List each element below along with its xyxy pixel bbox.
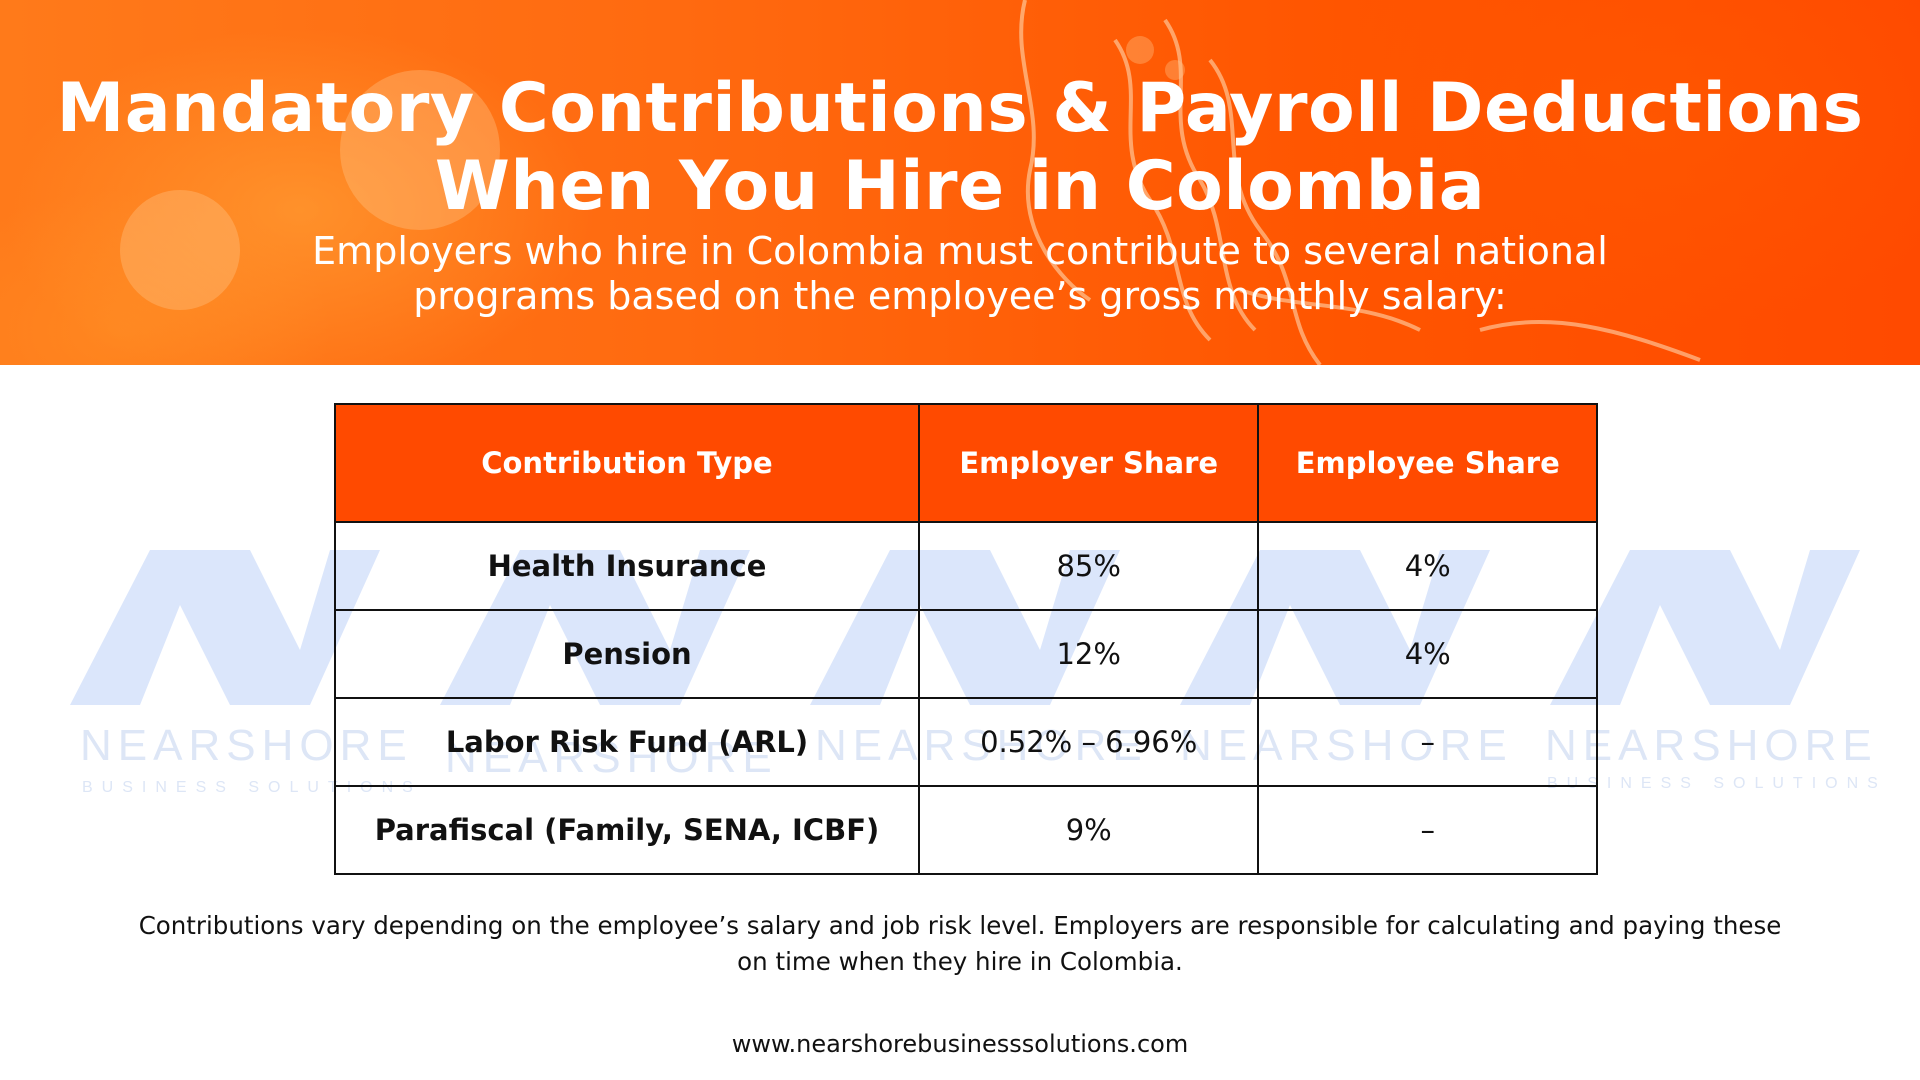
footer-note: Contributions vary depending on the empl… — [100, 908, 1820, 980]
footer-note-line-2: on time when they hire in Colombia. — [737, 947, 1183, 976]
footer-note-line-1: Contributions vary depending on the empl… — [138, 911, 1782, 940]
subtitle-line-1: Employers who hire in Colombia must cont… — [312, 229, 1608, 273]
contribution-type-cell: Parafiscal (Family, SENA, ICBF) — [334, 785, 920, 875]
title-line-2: When You Hire in Colombia — [434, 147, 1486, 226]
banner-decoration — [120, 0, 1701, 365]
contribution-type-cell: Labor Risk Fund (ARL) — [334, 697, 920, 787]
employee-share-cell: 4% — [1257, 521, 1598, 611]
page-subtitle: Employers who hire in Colombia must cont… — [260, 229, 1660, 319]
employer-share-cell: 85% — [917, 521, 1260, 611]
title-line-1: Mandatory Contributions & Payroll Deduct… — [56, 69, 1864, 148]
employee-share-cell: – — [1257, 697, 1598, 787]
header-banner: Mandatory Contributions & Payroll Deduct… — [0, 0, 1920, 365]
watermark-logo-mark-5 — [1550, 550, 1860, 705]
employee-share-cell: – — [1257, 785, 1598, 875]
watermark-tagline-1: BUSINESS SOLUTIONS — [82, 779, 422, 796]
website-url: www.nearshorebusinesssolutions.com — [731, 1030, 1189, 1058]
table-row: Health Insurance 85% 4% — [334, 521, 1598, 611]
table-header-row: Contribution Type Employer Share Employe… — [334, 403, 1598, 523]
contribution-type-cell: Health Insurance — [334, 521, 920, 611]
employer-share-cell: 0.52% – 6.96% — [917, 697, 1260, 787]
employee-share-cell: 4% — [1257, 609, 1598, 699]
watermark-text-5: NEARSHORE — [1545, 721, 1878, 770]
column-header-contribution-type: Contribution Type — [334, 403, 920, 523]
table-row: Labor Risk Fund (ARL) 0.52% – 6.96% – — [334, 697, 1598, 787]
column-header-employee-share: Employee Share — [1257, 403, 1598, 523]
employer-share-cell: 9% — [917, 785, 1260, 875]
watermark-logo-mark-1 — [70, 550, 380, 705]
watermark-tagline-2: BUSINESS SOLUTIONS — [1547, 775, 1887, 792]
contributions-table: Contribution Type Employer Share Employe… — [334, 403, 1598, 875]
table-row: Pension 12% 4% — [334, 609, 1598, 699]
page-title: Mandatory Contributions & Payroll Deduct… — [0, 70, 1920, 226]
table-row: Parafiscal (Family, SENA, ICBF) 9% – — [334, 785, 1598, 875]
employer-share-cell: 12% — [917, 609, 1260, 699]
contribution-type-cell: Pension — [334, 609, 920, 699]
column-header-employer-share: Employer Share — [917, 403, 1260, 523]
subtitle-line-2: programs based on the employee’s gross m… — [413, 274, 1507, 318]
